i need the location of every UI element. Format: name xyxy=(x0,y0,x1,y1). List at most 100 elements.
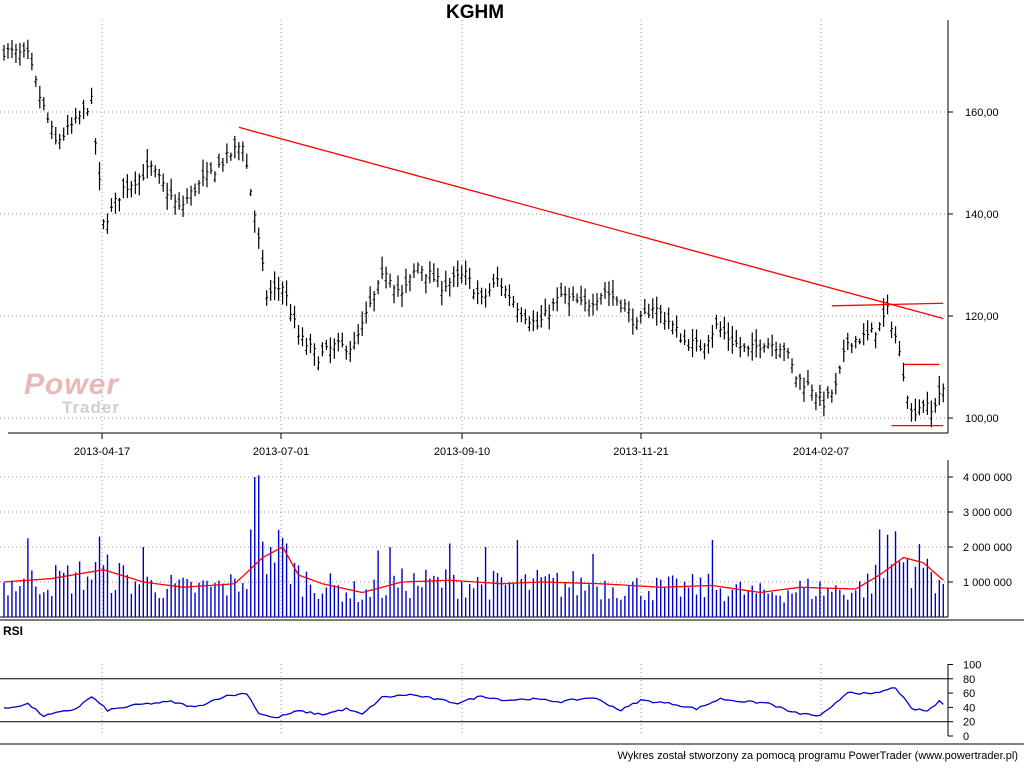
ohlc-bar xyxy=(285,280,289,306)
ohlc-bar xyxy=(38,85,42,109)
ohlc-bar xyxy=(269,280,273,301)
ohlc-bar xyxy=(86,108,90,116)
ohlc-bar xyxy=(344,345,348,360)
ohlc-bar xyxy=(380,256,384,279)
ohlc-bar xyxy=(129,181,133,198)
ohlc-bar xyxy=(814,392,818,411)
ohlc-bar xyxy=(289,304,293,322)
ohlc-bar xyxy=(352,331,356,350)
ohlc-bar xyxy=(468,267,472,290)
ohlc-bar xyxy=(933,398,937,413)
ohlc-bar xyxy=(432,263,436,282)
x-tick-label: 2013-04-17 xyxy=(74,446,130,458)
ohlc-bar xyxy=(340,332,344,348)
ohlc-bar xyxy=(810,384,814,401)
ohlc-bar xyxy=(54,126,58,145)
ohlc-bar xyxy=(301,327,304,347)
ohlc-bar xyxy=(742,343,746,353)
ohlc-bar xyxy=(579,285,583,306)
trendline xyxy=(831,302,944,307)
rsi-y-tick-label: 0 xyxy=(963,731,969,743)
ohlc-bar xyxy=(539,304,543,328)
ohlc-bar xyxy=(858,338,862,345)
ohlc-bar xyxy=(265,290,269,306)
ohlc-bar xyxy=(675,315,679,338)
ohlc-bar xyxy=(559,282,563,298)
ohlc-bar xyxy=(639,310,643,324)
ohlc-bar xyxy=(699,339,702,352)
ohlc-bar xyxy=(492,273,496,288)
ohlc-bar xyxy=(396,275,400,297)
ohlc-bar xyxy=(213,171,217,183)
ohlc-bar xyxy=(42,97,46,111)
ohlc-bar xyxy=(26,39,30,60)
ohlc-bar xyxy=(261,249,265,272)
ohlc-bar xyxy=(782,342,786,362)
ohlc-bar xyxy=(659,305,663,324)
ohlc-bar xyxy=(125,174,129,199)
ohlc-bar xyxy=(854,335,858,349)
ohlc-bar xyxy=(555,287,559,312)
ohlc-bar xyxy=(304,337,308,355)
ohlc-bar xyxy=(770,334,774,357)
ohlc-bar xyxy=(320,342,324,357)
ohlc-bar xyxy=(691,328,695,358)
ohlc-bar xyxy=(766,337,770,349)
ohlc-bar xyxy=(480,287,484,305)
ohlc-bar xyxy=(866,320,870,341)
ohlc-bar xyxy=(368,286,372,308)
x-tick-label: 2013-11-21 xyxy=(613,446,668,458)
ohlc-bar xyxy=(193,183,197,197)
ohlc-bar xyxy=(74,108,78,124)
ohlc-bar xyxy=(778,343,782,359)
ohlc-bar xyxy=(917,399,921,416)
ohlc-bar xyxy=(177,192,181,210)
ohlc-bar xyxy=(424,273,428,294)
ohlc-bar xyxy=(384,266,388,289)
ohlc-bar xyxy=(830,389,834,403)
ohlc-bar xyxy=(683,329,687,346)
volume-y-tick-label: 2 000 000 xyxy=(963,542,1012,554)
ohlc-bar xyxy=(237,142,241,161)
ohlc-bar xyxy=(328,337,332,364)
ohlc-bar xyxy=(400,285,404,307)
ohlc-bar xyxy=(822,391,826,417)
ohlc-bar xyxy=(862,323,866,346)
rsi-y-tick-label: 60 xyxy=(963,688,975,700)
ohlc-bar xyxy=(189,185,193,206)
ohlc-bars xyxy=(2,39,945,428)
ohlc-bar xyxy=(870,322,874,333)
ohlc-bar xyxy=(102,219,105,230)
ohlc-bar xyxy=(894,326,898,344)
ohlc-bar xyxy=(105,213,109,234)
ohlc-bar xyxy=(937,375,941,406)
ohlc-bar xyxy=(70,117,74,134)
ohlc-bar xyxy=(201,159,205,187)
ohlc-bar xyxy=(758,339,762,359)
ohlc-bar xyxy=(245,153,249,169)
ohlc-bar xyxy=(898,340,901,357)
ohlc-bar xyxy=(603,282,607,299)
ohlc-bar xyxy=(750,332,754,361)
ohlc-bar xyxy=(515,302,519,323)
ohlc-bar xyxy=(205,162,209,188)
ohlc-bar xyxy=(547,304,551,330)
ohlc-bar xyxy=(722,316,726,340)
ohlc-bar xyxy=(746,345,750,357)
ohlc-bar xyxy=(372,291,376,312)
ohlc-bar xyxy=(786,347,790,359)
ohlc-bar xyxy=(543,298,547,317)
ohlc-bar xyxy=(635,317,639,331)
ohlc-bar xyxy=(109,198,113,212)
ohlc-bar xyxy=(145,149,149,179)
ohlc-bar xyxy=(806,369,810,386)
ohlc-bar xyxy=(615,296,619,306)
ohlc-bar xyxy=(595,292,599,311)
ohlc-bar xyxy=(376,280,380,295)
ohlc-bar xyxy=(173,194,177,215)
rsi-y-tick-label: 20 xyxy=(963,717,975,729)
ohlc-bar xyxy=(18,42,22,66)
ohlc-bar xyxy=(655,296,659,326)
ohlc-bar xyxy=(511,295,515,308)
